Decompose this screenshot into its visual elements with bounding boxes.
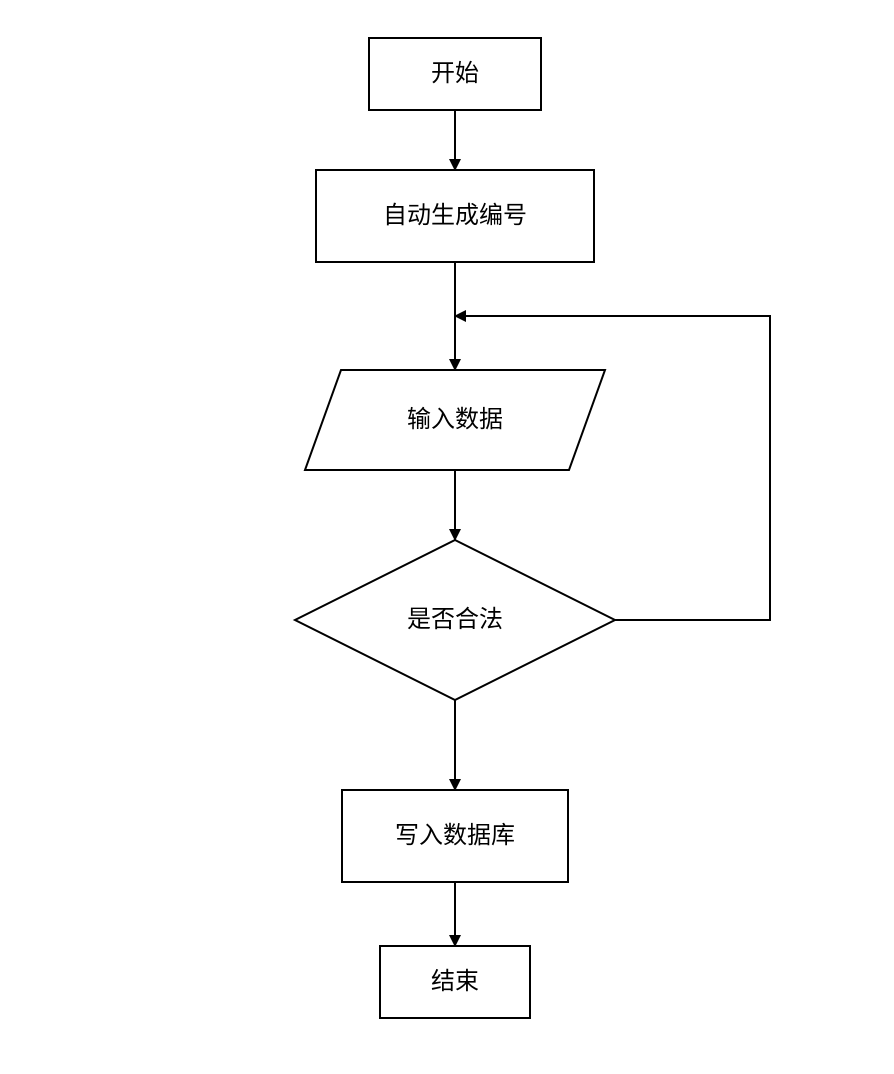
node-write: 写入数据库: [342, 790, 568, 882]
node-autogen: 自动生成编号: [316, 170, 594, 262]
node-end-label: 结束: [431, 968, 479, 995]
node-start: 开始: [369, 38, 541, 110]
node-start-label: 开始: [431, 60, 479, 87]
flowchart-canvas: 开始 自动生成编号 输入数据 是否合法 写入数据库 结束: [0, 0, 894, 1074]
node-decision: 是否合法: [295, 540, 615, 700]
node-end: 结束: [380, 946, 530, 1018]
node-input-label: 输入数据: [407, 406, 503, 433]
node-write-label: 写入数据库: [395, 822, 515, 849]
node-input: 输入数据: [305, 370, 605, 470]
node-decision-label: 是否合法: [407, 606, 503, 633]
node-autogen-label: 自动生成编号: [383, 202, 527, 229]
